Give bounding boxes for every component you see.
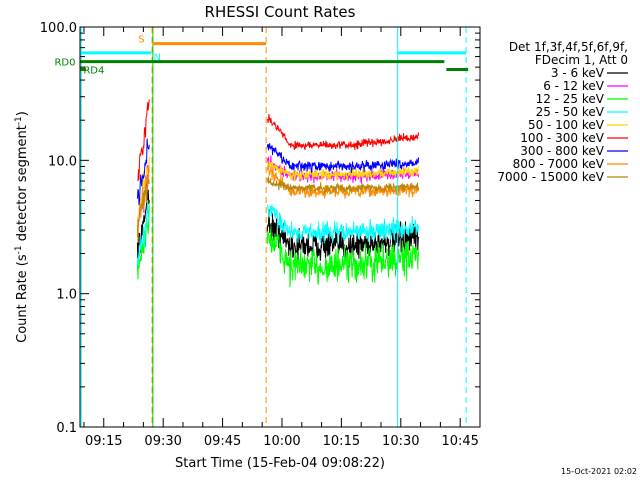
flag-label: S [138,34,144,45]
plot-content: NS RD0 RD4 [54,27,469,427]
flag-label: RD4 [83,66,104,77]
legend-header-line: FDecim 1, Att 0 [535,53,628,67]
x-tick-label: 10:00 [263,434,300,449]
legend-label: 100 - 300 keV [520,131,604,145]
legend-label: 300 - 800 keV [520,144,604,158]
x-tick-label: 10:15 [323,434,360,449]
y-tick-label: 0.1 [56,421,77,436]
legend-label: 50 - 100 keV [528,118,605,132]
x-tick-label: 09:30 [144,434,181,449]
y-axis-label-part: detector segment [15,125,30,245]
legend-header-line: Det 1f,3f,4f,5f,6f,9f, [509,40,628,54]
x-tick-label: 10:45 [441,434,478,449]
x-tick-label: 10:30 [382,434,419,449]
series-rise-line [136,176,150,237]
x-tick-label: 09:45 [204,434,241,449]
legend: Det 1f,3f,4f,5f,6f,9f, FDecim 1, Att 0 3… [497,40,628,184]
legend-label: 12 - 25 keV [536,92,605,106]
chart-title: RHESSI Count Rates [205,3,356,21]
flag-label: N [153,53,160,64]
series-rise-line [136,205,150,280]
y-tick-label: 100.0 [40,21,77,36]
legend-label: 7000 - 15000 keV [497,170,604,184]
series-rise-line [137,99,150,182]
y-axis: 0.1 1.0 10.0 100.0 [40,21,480,436]
x-axis: 09:15 09:30 09:45 10:00 10:15 10:30 10:45 [83,27,481,449]
series-rise-line [136,199,150,266]
legend-label: 25 - 50 keV [536,105,605,119]
footer-timestamp: 15-Oct-2021 02:02 [561,467,637,476]
series-rise-line [136,156,150,224]
x-tick-label: 09:15 [85,434,122,449]
y-axis-label-part: ) [15,111,30,116]
flag-label: RD0 [54,58,75,69]
y-axis-label: Count Rate (s-1 detector segment-1) [14,111,30,343]
series-line [266,204,420,244]
series-line [267,161,420,182]
series-rise-line [136,138,150,206]
plot-frame [79,26,481,428]
series-line [266,113,420,151]
series-line [266,176,420,194]
y-axis-label-sup: -1 [14,116,24,125]
legend-label: 800 - 7000 keV [513,157,605,171]
y-tick-label: 1.0 [56,288,77,303]
y-axis-label-part: Count Rate (s [15,254,30,343]
legend-label: 6 - 12 keV [543,79,605,93]
legend-label: 3 - 6 keV [551,66,605,80]
y-tick-label: 10.0 [48,154,77,169]
series-line [266,226,420,288]
series-line [266,143,420,174]
x-axis-label: Start Time (15-Feb-04 09:08:22) [175,456,385,471]
series-line [266,164,420,199]
y-axis-label-sup: -1 [14,245,24,254]
